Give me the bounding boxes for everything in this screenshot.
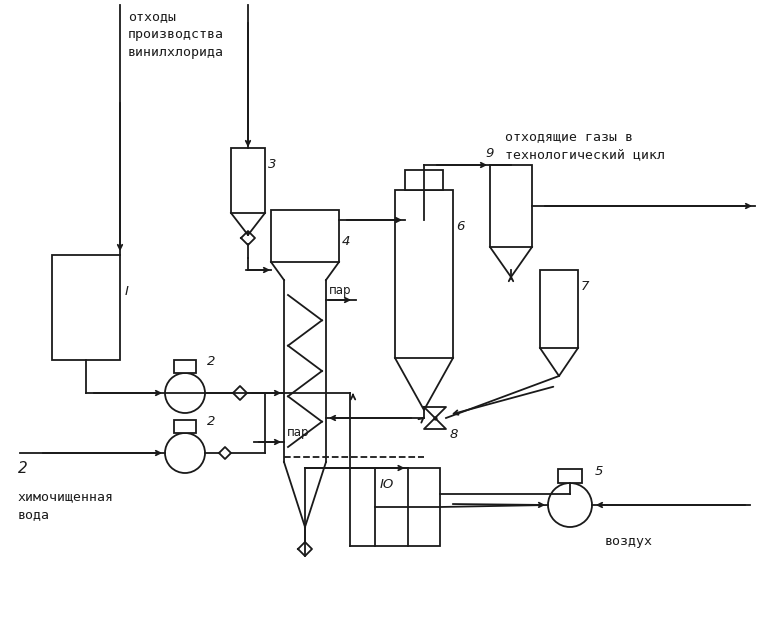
Text: 2: 2	[207, 415, 215, 428]
Bar	[558, 469, 582, 483]
Text: пар: пар	[287, 426, 310, 439]
Bar	[174, 360, 196, 373]
Text: 2: 2	[207, 355, 215, 368]
Text: 9: 9	[485, 147, 494, 160]
Text: химочищенная
вода: химочищенная вода	[18, 490, 114, 521]
Text: IO: IO	[380, 478, 394, 491]
Bar	[231, 148, 265, 213]
Text: 6: 6	[456, 220, 464, 233]
Bar	[395, 190, 453, 358]
Text: пар: пар	[329, 284, 352, 297]
Bar	[271, 210, 339, 262]
Text: 3: 3	[268, 158, 276, 171]
Text: отходящие газы в
технологический цикл: отходящие газы в технологический цикл	[505, 130, 665, 161]
Text: 2: 2	[18, 461, 28, 476]
Text: 8: 8	[450, 428, 459, 441]
Bar	[375, 468, 440, 546]
Bar	[174, 420, 196, 433]
Text: I: I	[125, 285, 129, 298]
Bar	[405, 170, 443, 190]
Text: 5: 5	[595, 465, 604, 478]
Text: 7: 7	[581, 280, 590, 293]
Text: отходы
производства
винилхлорида: отходы производства винилхлорида	[128, 10, 224, 59]
Bar	[490, 165, 532, 247]
Bar	[52, 255, 120, 360]
Text: 4: 4	[342, 235, 350, 248]
Bar	[540, 270, 578, 348]
Text: воздух: воздух	[605, 535, 653, 548]
